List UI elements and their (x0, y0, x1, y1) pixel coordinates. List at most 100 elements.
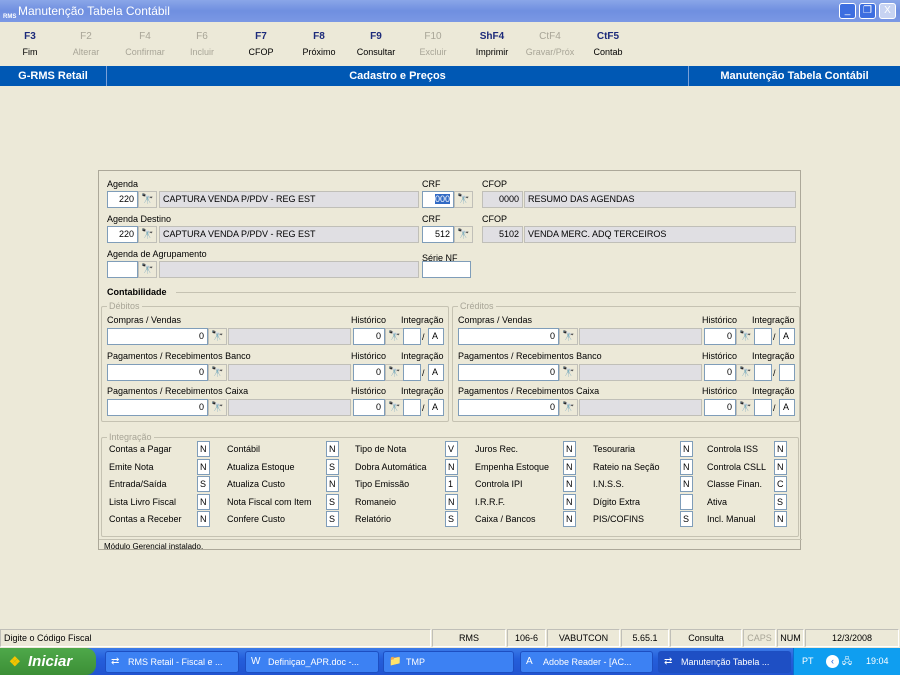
toolbar-button-f10[interactable]: F10 Excluir (405, 29, 461, 59)
binoculars-search-icon[interactable]: 🔭 (454, 226, 473, 243)
historico-search-icon[interactable]: 🔭 (736, 399, 755, 416)
toolbar-button-f2[interactable]: F2 Alterar (58, 29, 114, 59)
historico-search-icon[interactable]: 🔭 (385, 328, 404, 345)
taskbar-item[interactable]: A Adobe Reader - [AC... (520, 651, 653, 673)
integracao-option-field[interactable]: S (326, 511, 339, 527)
integracao-option-field[interactable]: V (445, 441, 458, 457)
toolbar-button-ctf5[interactable]: CtF5 Contab (580, 29, 636, 59)
binoculars-search-icon[interactable]: 🔭 (138, 191, 157, 208)
start-button[interactable]: ❖ Iniciar (0, 648, 96, 675)
toolbar-button-shf4[interactable]: ShF4 Imprimir (464, 29, 520, 59)
agenda-destino-code-input[interactable]: 220 (107, 226, 138, 243)
integracao-option-field[interactable]: N (197, 493, 210, 510)
integracao-option-field[interactable]: 1 (445, 476, 458, 492)
agenda-code-input[interactable]: 220 (107, 191, 138, 208)
account-input[interactable]: 0 (458, 399, 559, 416)
integracao-option-field[interactable]: S (680, 511, 693, 527)
integracao-option-field[interactable]: N (774, 441, 787, 457)
integracao-option-field[interactable]: S (326, 458, 339, 475)
binoculars-search-icon[interactable]: 🔭 (208, 399, 227, 416)
taskbar-item[interactable]: ⇄ Manutenção Tabela ... (658, 651, 791, 673)
integracao-input-1[interactable] (754, 399, 772, 416)
integracao-input-2[interactable]: A (428, 363, 444, 381)
taskbar-item[interactable]: 📁 TMP (383, 651, 514, 673)
integracao-option-field[interactable]: N (680, 441, 693, 457)
account-input[interactable]: 0 (107, 363, 208, 381)
historico-search-icon[interactable]: 🔭 (385, 399, 404, 416)
close-button[interactable]: X (879, 3, 896, 19)
binoculars-search-icon[interactable]: 🔭 (559, 399, 578, 416)
agrupamento-code-input[interactable] (107, 261, 138, 278)
historico-input[interactable]: 0 (353, 328, 385, 345)
integracao-option-field[interactable]: N (680, 458, 693, 475)
taskbar-item[interactable]: W Definiçao_APR.doc -... (245, 651, 379, 673)
binoculars-search-icon[interactable]: 🔭 (559, 328, 578, 345)
toolbar-button-f4[interactable]: F4 Confirmar (117, 29, 173, 59)
historico-input[interactable]: 0 (704, 399, 736, 416)
integracao-option-field[interactable]: N (445, 493, 458, 510)
integracao-option-field[interactable]: N (197, 441, 210, 457)
integracao-option-field[interactable]: C (774, 476, 787, 492)
integracao-input-2[interactable]: A (428, 328, 444, 345)
integracao-option-field[interactable]: S (326, 493, 339, 510)
toolbar-button-ctf4[interactable]: CtF4 Gravar/Próx (522, 29, 578, 59)
binoculars-search-icon[interactable]: 🔭 (208, 328, 227, 345)
integracao-option-field[interactable]: S (197, 476, 210, 492)
historico-input[interactable]: 0 (704, 363, 736, 381)
integracao-input-1[interactable] (403, 363, 421, 381)
integracao-input-1[interactable] (754, 363, 772, 381)
window-icon: A (526, 656, 533, 667)
integracao-input-2[interactable]: A (428, 399, 444, 416)
account-input[interactable]: 0 (458, 328, 559, 345)
toolbar-button-f9[interactable]: F9 Consultar (348, 29, 404, 59)
binoculars-search-icon[interactable]: 🔭 (208, 363, 227, 381)
integracao-option-field[interactable]: N (326, 441, 339, 457)
integracao-input-2[interactable]: A (779, 328, 795, 345)
integracao-input-1[interactable] (403, 328, 421, 345)
historico-input[interactable]: 0 (704, 328, 736, 345)
integracao-option-field[interactable]: S (774, 493, 787, 510)
crf-input[interactable]: 000 (422, 191, 454, 208)
integracao-input-1[interactable] (754, 328, 772, 345)
integracao-input-1[interactable] (403, 399, 421, 416)
integracao-option-field[interactable]: N (563, 493, 576, 510)
binoculars-search-icon[interactable]: 🔭 (138, 226, 157, 243)
minimize-button[interactable]: _ (839, 3, 856, 19)
integracao-option-field[interactable]: N (197, 458, 210, 475)
integracao-option-field[interactable] (680, 493, 693, 510)
integracao-option-field[interactable]: S (445, 511, 458, 527)
toolbar-button-f3[interactable]: F3 Fim (2, 29, 58, 59)
historico-search-icon[interactable]: 🔭 (385, 363, 404, 381)
integracao-input-2[interactable]: A (779, 399, 795, 416)
integracao-option-field[interactable]: N (563, 476, 576, 492)
tray-expand-icon[interactable]: ‹ (826, 655, 839, 668)
toolbar-button-f7[interactable]: F7 CFOP (233, 29, 289, 59)
integracao-option-field[interactable]: N (563, 458, 576, 475)
taskbar-item[interactable]: ⇄ RMS Retail - Fiscal e ... (105, 651, 239, 673)
integracao-option-field[interactable]: N (563, 511, 576, 527)
crf-destino-input[interactable]: 512 (422, 226, 454, 243)
language-indicator[interactable]: PT (802, 656, 814, 666)
historico-input[interactable]: 0 (353, 363, 385, 381)
integracao-option-field[interactable]: N (774, 458, 787, 475)
account-input[interactable]: 0 (107, 399, 208, 416)
historico-search-icon[interactable]: 🔭 (736, 328, 755, 345)
integracao-input-2[interactable] (779, 363, 795, 381)
historico-input[interactable]: 0 (353, 399, 385, 416)
historico-search-icon[interactable]: 🔭 (736, 363, 755, 381)
binoculars-search-icon[interactable]: 🔭 (454, 191, 473, 208)
serie-nf-input[interactable] (422, 261, 471, 278)
integracao-option-field[interactable]: N (563, 441, 576, 457)
toolbar-button-f6[interactable]: F6 Incluir (174, 29, 230, 59)
integracao-option-field[interactable]: N (680, 476, 693, 492)
integracao-option-field[interactable]: N (774, 511, 787, 527)
binoculars-search-icon[interactable]: 🔭 (559, 363, 578, 381)
binoculars-search-icon[interactable]: 🔭 (138, 261, 157, 278)
account-input[interactable]: 0 (107, 328, 208, 345)
integracao-option-field[interactable]: N (326, 476, 339, 492)
restore-button[interactable]: ❐ (859, 3, 876, 19)
integracao-option-field[interactable]: N (445, 458, 458, 475)
integracao-option-field[interactable]: N (197, 511, 210, 527)
toolbar-button-f8[interactable]: F8 Próximo (291, 29, 347, 59)
account-input[interactable]: 0 (458, 363, 559, 381)
